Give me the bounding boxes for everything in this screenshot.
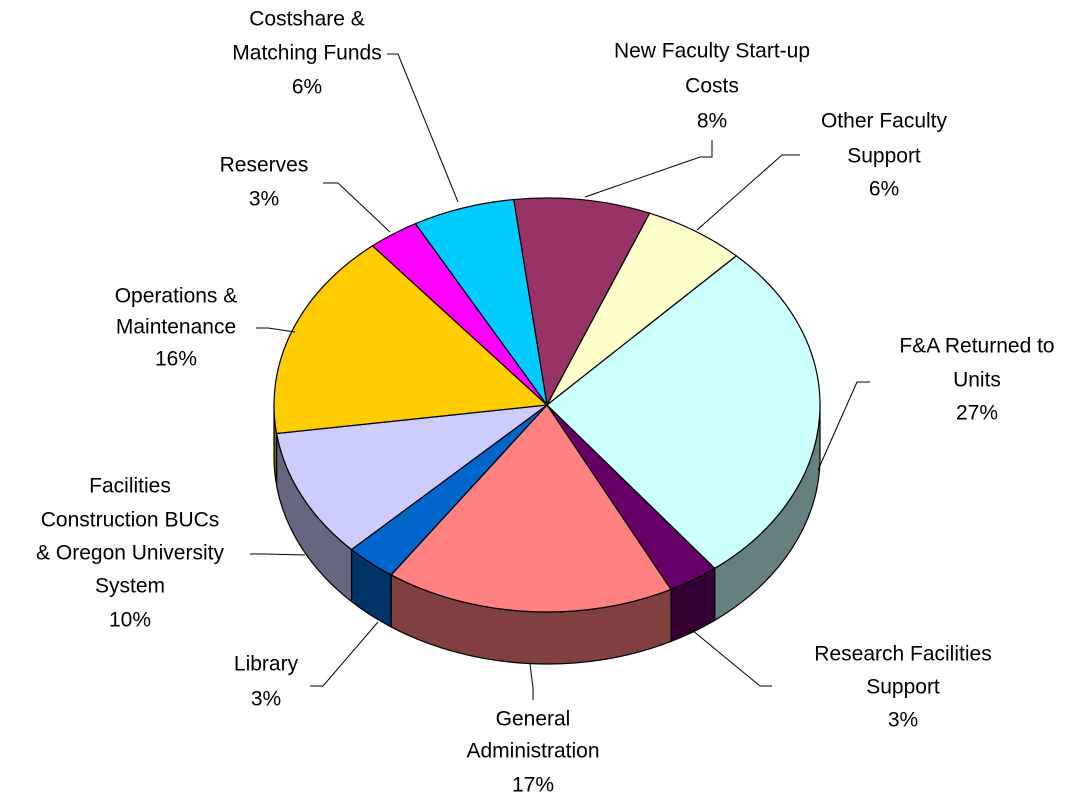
pie-slice	[273, 245, 549, 435]
value-label: 27%	[956, 402, 998, 425]
value-label: 3%	[888, 709, 918, 732]
value-label: 16%	[155, 348, 197, 371]
value-label: 6%	[292, 76, 322, 99]
value-label: 8%	[697, 110, 727, 133]
slice-label: Facilities Construction BUCs & Oregon Univ…	[36, 475, 224, 598]
leader-line	[323, 182, 391, 233]
slice-label: General Administration	[466, 708, 599, 763]
leader-line	[310, 621, 379, 687]
pie-slice	[390, 404, 672, 613]
slice-label: Other Faculty Support	[821, 110, 948, 168]
pie-slice	[414, 198, 548, 406]
leader-line	[696, 154, 800, 231]
pie-slice	[513, 197, 651, 407]
pie-slice	[275, 404, 550, 551]
slice-label: Research Facilities Support	[814, 643, 991, 699]
slice-label: Costshare & Matching Funds	[232, 8, 381, 65]
leader-line	[817, 381, 870, 471]
value-label: 3%	[249, 188, 279, 211]
leader-line	[387, 53, 459, 203]
slice-label: Operations & Maintenance	[115, 285, 238, 339]
slice-label: Library	[234, 653, 299, 676]
leader-line	[529, 663, 534, 700]
leader-line	[584, 140, 713, 198]
leader-line	[250, 553, 306, 556]
leader-line	[691, 629, 772, 687]
value-label: 17%	[512, 774, 554, 797]
slice-label: F&A Returned to Units	[899, 335, 1054, 392]
slice-label: Reserves	[220, 154, 309, 177]
value-label: 10%	[109, 609, 151, 632]
leader-line	[256, 327, 296, 333]
pie-slice	[546, 255, 821, 570]
value-label: 3%	[251, 688, 281, 711]
slice-label: New Faculty Start-up Costs	[614, 40, 810, 98]
value-label: 6%	[869, 178, 899, 201]
